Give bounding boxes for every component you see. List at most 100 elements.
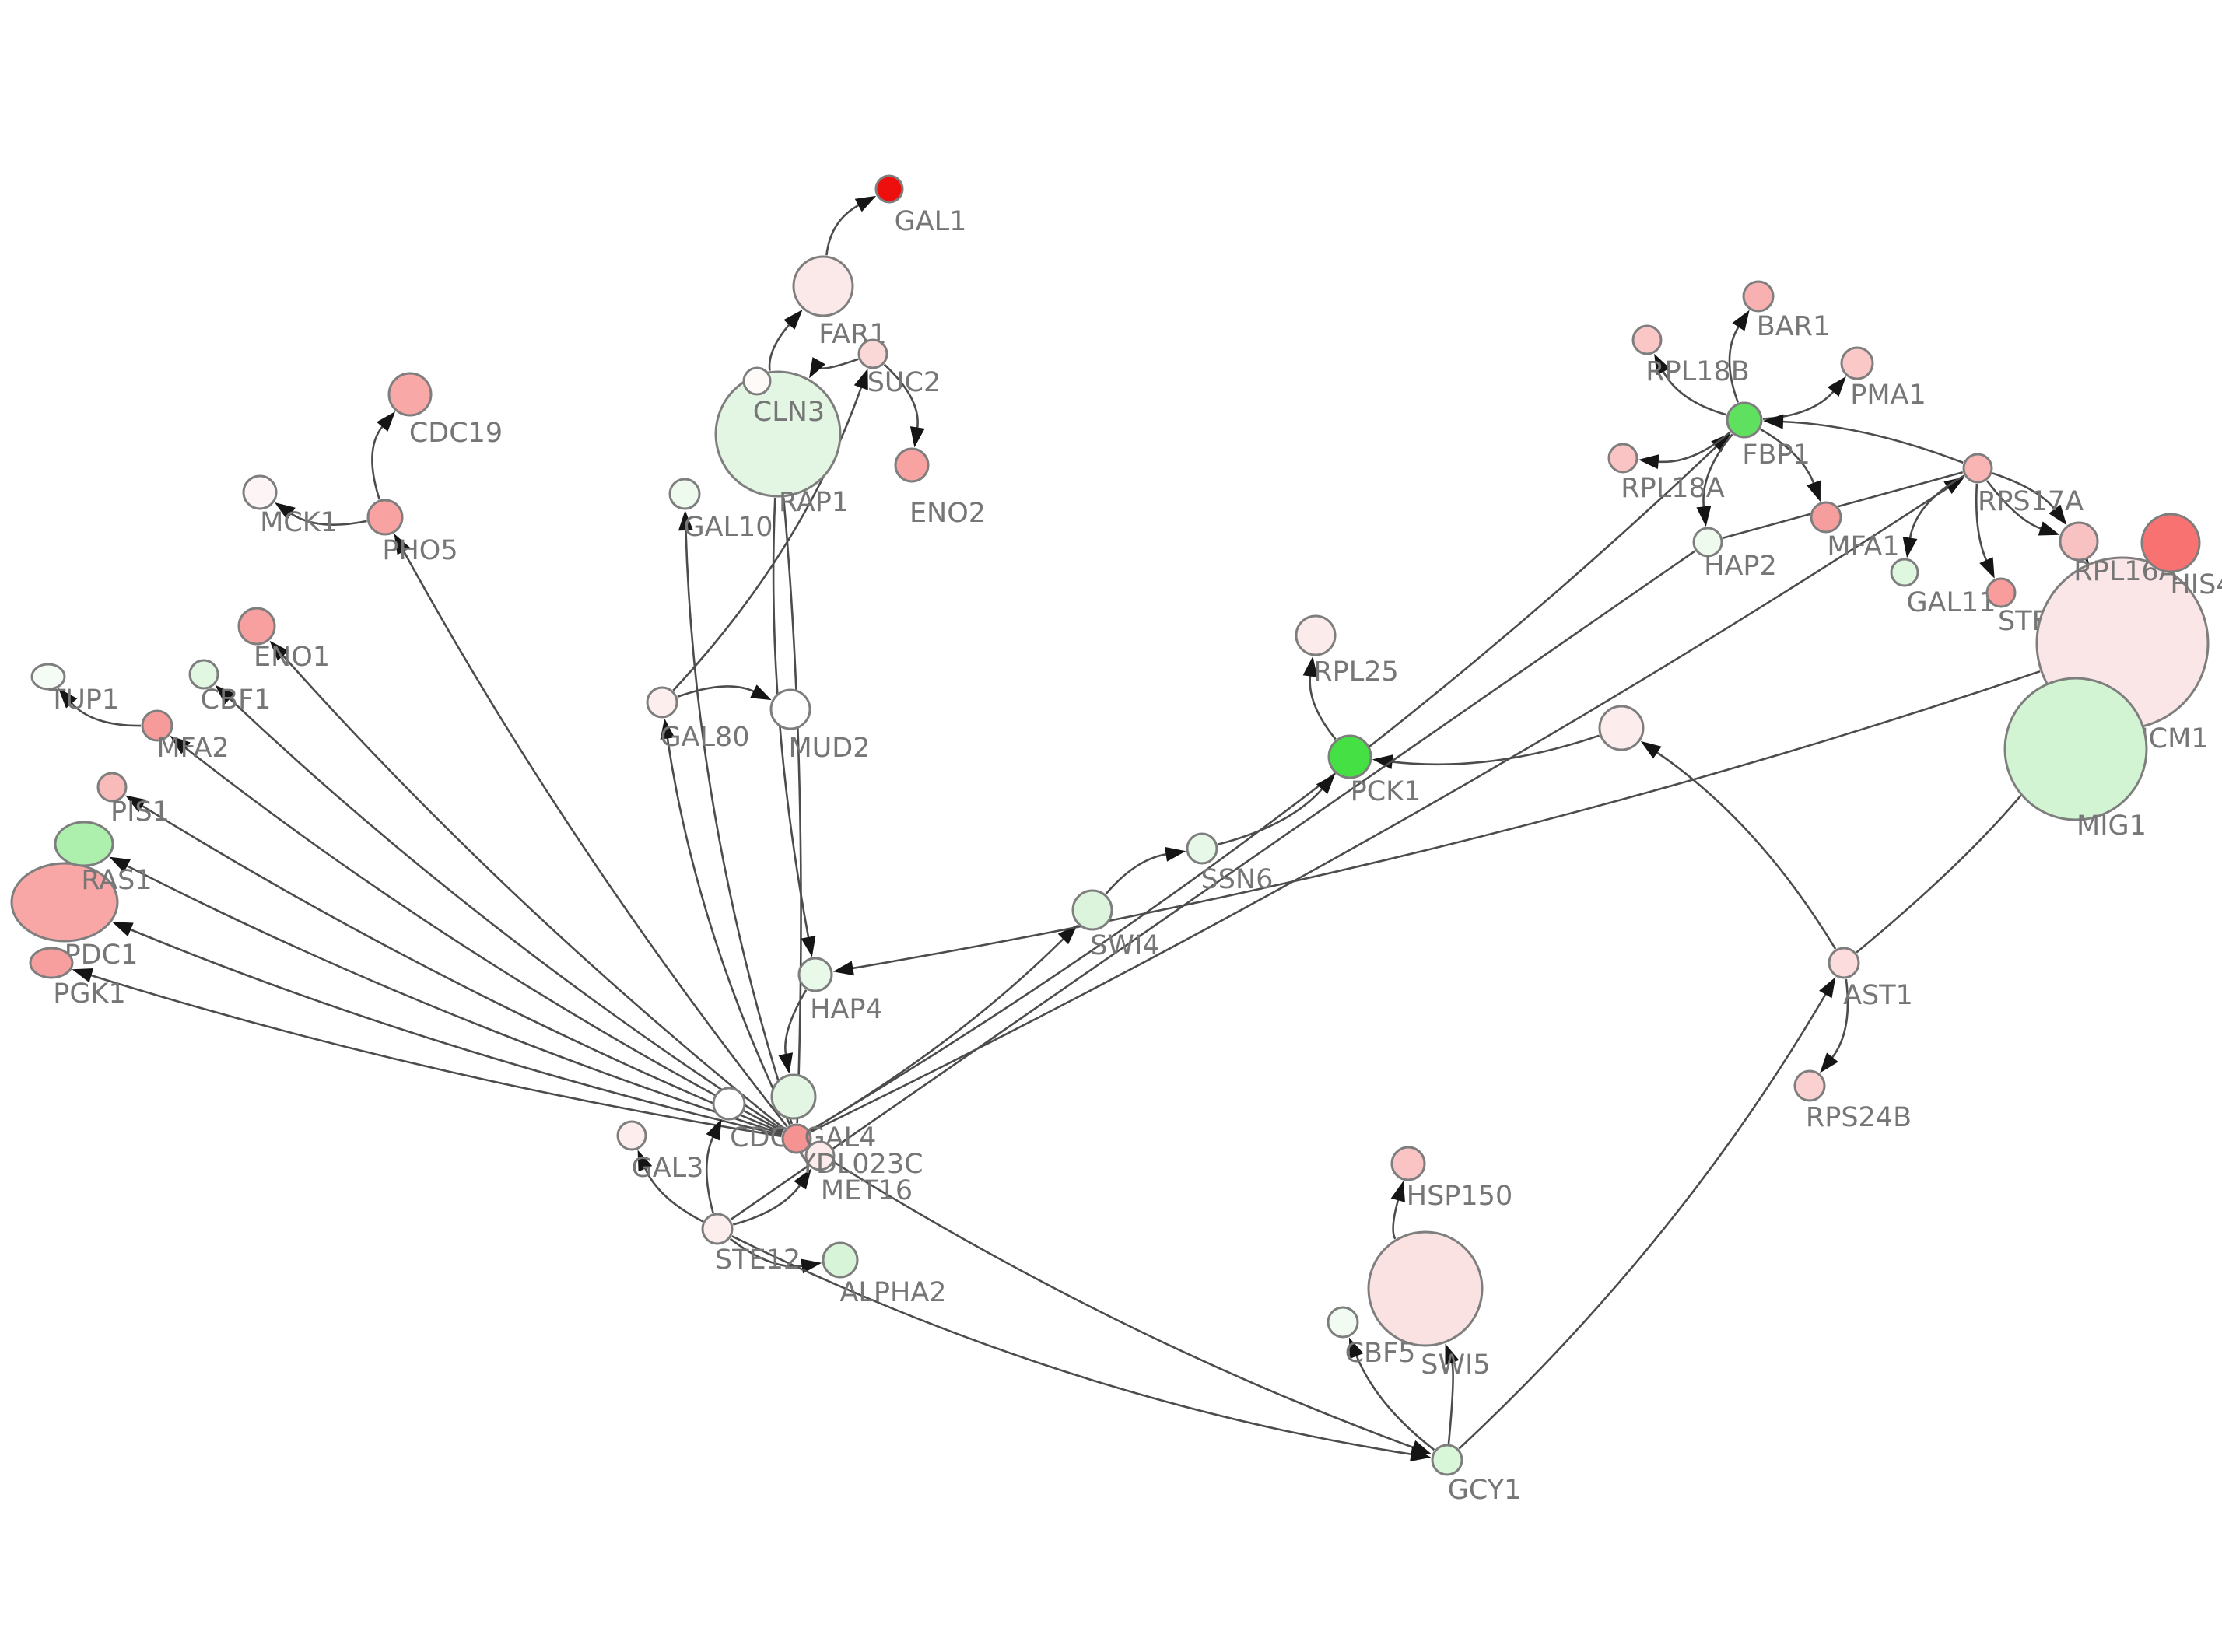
node-circle-cln3[interactable] (742, 366, 772, 396)
node-fbp1[interactable]: FBP1 (1726, 401, 1810, 471)
node-circle-pma1[interactable] (1840, 346, 1874, 380)
node-ssn6[interactable]: SSN6 (1186, 832, 1273, 895)
edge-rps17a-rpl16a[interactable] (1992, 472, 2057, 511)
node-gal1[interactable]: GAL1 (874, 174, 966, 237)
node-circle-node_x[interactable] (1598, 705, 1645, 751)
node-rpl18a[interactable]: RPL18A (1607, 443, 1725, 504)
edge-gal4-gal80[interactable] (666, 737, 791, 1125)
edge-ste12-gcy1[interactable] (731, 1235, 1413, 1456)
node-circle-rpl25[interactable] (1295, 614, 1337, 656)
node-circle-ras1[interactable] (54, 821, 114, 867)
node-circle-gcy1[interactable] (1431, 1444, 1463, 1476)
node-node_x[interactable] (1598, 705, 1645, 751)
node-rps24b[interactable]: RPS24B (1793, 1069, 1912, 1133)
node-ydl023c[interactable]: YDL023C (798, 1140, 923, 1180)
node-circle-mfa2[interactable] (141, 709, 173, 742)
edge-rps17a-fbp1[interactable] (1781, 420, 1964, 464)
edge-mfa2-tup1[interactable] (69, 701, 142, 727)
node-cdc[interactable]: CDC (712, 1087, 789, 1153)
node-circle-rps24b[interactable] (1793, 1069, 1826, 1102)
node-cln3[interactable]: CLN3 (742, 366, 825, 428)
node-mfa2[interactable]: MFA2 (141, 709, 230, 764)
edge-fbp1-rpl18b[interactable] (1661, 369, 1727, 416)
edge-gal4-eno1[interactable] (281, 653, 786, 1130)
node-circle-far1[interactable] (792, 255, 854, 317)
node-circle-ste12[interactable] (701, 1213, 734, 1245)
node-eno1[interactable]: ENO1 (237, 607, 330, 673)
node-hap4[interactable]: HAP4 (797, 957, 883, 1025)
node-circle-hsp150[interactable] (1390, 1146, 1426, 1181)
edge-pho5-cdc19[interactable] (371, 425, 384, 500)
edge-fbp1-pma1[interactable] (1762, 390, 1835, 420)
node-circle-gal3[interactable] (616, 1120, 647, 1151)
node-hap2[interactable]: HAP2 (1692, 527, 1777, 582)
edge-fbp1-hap2[interactable] (1702, 433, 1733, 509)
node-met16[interactable]: MET16 (770, 1073, 913, 1206)
node-circle-his4[interactable] (2140, 513, 2201, 573)
node-circle-pis1[interactable] (96, 772, 128, 803)
node-far1[interactable]: FAR1 (792, 255, 887, 350)
edge-gcy1-swi5[interactable] (1447, 1360, 1454, 1444)
edge-ast1-node_x[interactable] (1655, 751, 1837, 950)
node-mud2[interactable]: MUD2 (769, 688, 871, 764)
node-rps17a[interactable]: RPS17A (1962, 453, 2084, 517)
node-circle-ydl023c[interactable] (804, 1140, 836, 1171)
node-mig1[interactable]: MIG1 (2003, 677, 2148, 842)
node-circle-cdc19[interactable] (387, 372, 433, 417)
edge-fbp1-mfa1[interactable] (1760, 428, 1815, 485)
edge-suc2-eno2[interactable] (883, 363, 919, 429)
node-circle-mck1[interactable] (242, 474, 278, 510)
edge-gal4-gcy1[interactable] (809, 1146, 1415, 1449)
edge-node_x-pck1[interactable] (1390, 734, 1600, 766)
node-cbf5[interactable]: CBF5 (1327, 1306, 1415, 1369)
edge-gal4-pgk1[interactable] (89, 974, 782, 1138)
node-ste12[interactable]: STE12 (701, 1213, 801, 1276)
edge-ssn6-pck1[interactable] (1217, 787, 1324, 846)
edge-gal4-gal10[interactable] (685, 528, 794, 1125)
node-eno2[interactable]: ENO2 (894, 447, 986, 529)
node-circle-eno2[interactable] (894, 447, 930, 483)
node-circle-cbf1[interactable] (188, 659, 219, 690)
node-rap1[interactable]: RAP1 (714, 370, 849, 518)
edge-gal4-rps17a[interactable] (810, 486, 1950, 1133)
node-circle-gal11[interactable] (1890, 558, 1919, 587)
node-circle-bar1[interactable] (1742, 280, 1775, 313)
node-circle-mfa1[interactable] (1810, 501, 1842, 534)
node-circle-rpl18a[interactable] (1607, 443, 1638, 474)
node-pdc1[interactable]: PDC1 (10, 862, 138, 971)
edge-ste12-ydl023c[interactable] (732, 1183, 802, 1226)
edge-gal4-rap1[interactable] (782, 497, 802, 1124)
node-circle-pgk1[interactable] (29, 947, 74, 979)
node-circle-ast1[interactable] (1828, 947, 1860, 979)
edge-gal4-mfa2[interactable] (184, 746, 783, 1132)
node-circle-alpha2[interactable] (822, 1241, 859, 1279)
edge-gcy1-ast1[interactable] (1458, 992, 1828, 1450)
node-suc2[interactable]: SUC2 (857, 338, 941, 398)
node-circle-met16[interactable] (770, 1073, 817, 1120)
edge-rps17a-gal11[interactable] (1908, 474, 1965, 540)
node-tup1[interactable]: TUP1 (30, 663, 119, 716)
node-rpl25[interactable]: RPL25 (1295, 614, 1399, 688)
edge-pck1-rpl25[interactable] (1309, 674, 1337, 740)
node-pho5[interactable]: PHO5 (366, 499, 458, 566)
node-gal11[interactable]: GAL11 (1890, 558, 1996, 618)
node-circle-eno1[interactable] (237, 607, 276, 646)
edge-hap2-rps17a[interactable] (1722, 471, 1964, 539)
edge-rps17a-ste2[interactable] (1975, 483, 1988, 562)
node-pck1[interactable]: PCK1 (1327, 734, 1421, 807)
edge-ast1-rps24b[interactable] (1831, 978, 1849, 1059)
edge-swi5-hsp150[interactable] (1392, 1198, 1400, 1240)
node-ast1[interactable]: AST1 (1828, 947, 1913, 1011)
edge-gal4-pdc1[interactable] (128, 928, 782, 1136)
node-bar1[interactable]: BAR1 (1742, 280, 1830, 342)
edge-fbp1-rpl18a[interactable] (1656, 431, 1731, 464)
node-mfa1[interactable]: MFA1 (1810, 501, 1900, 562)
edge-fbp1-bar1[interactable] (1728, 324, 1740, 403)
node-circle-tup1[interactable] (30, 663, 66, 691)
edge-gal4-pis1[interactable] (140, 804, 783, 1134)
node-his4[interactable]: HIS4 (2140, 513, 2222, 600)
node-circle-mud2[interactable] (769, 688, 811, 730)
edge-ste12-hap2[interactable] (730, 550, 1696, 1221)
edge-gal4-ras1[interactable] (125, 864, 783, 1136)
